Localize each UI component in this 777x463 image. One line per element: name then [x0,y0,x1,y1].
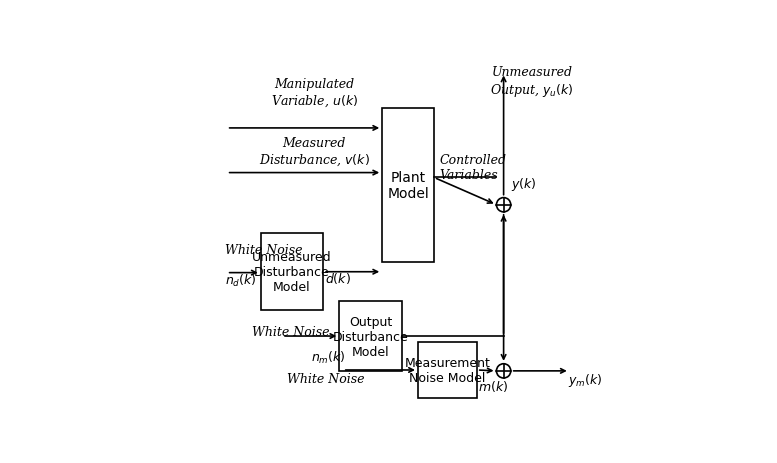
Circle shape [497,198,510,213]
Text: $n_d(k)$: $n_d(k)$ [225,272,256,288]
Circle shape [497,364,510,378]
Text: $d(k)$: $d(k)$ [325,271,351,286]
Bar [418,343,477,398]
Bar [382,109,434,263]
Text: Unmeasured
Disturbance
Model: Unmeasured Disturbance Model [252,250,332,294]
Text: $y(k)$: $y(k)$ [510,175,536,193]
Text: Controlled
Variables: Controlled Variables [439,154,507,182]
Text: Measurement
Noise Model: Measurement Noise Model [404,356,490,384]
Text: Measured
Disturbance, $v(k)$: Measured Disturbance, $v(k)$ [259,137,370,167]
Text: Manipulated
Variable, $u(k)$: Manipulated Variable, $u(k)$ [270,78,357,108]
Text: $m(k)$: $m(k)$ [478,378,508,393]
Text: White Noise: White Noise [252,325,329,338]
Text: Plant
Model: Plant Model [387,171,429,201]
Bar [340,301,402,371]
Bar [260,234,323,311]
Text: Output
Disturbance
Model: Output Disturbance Model [333,315,409,358]
Text: Unmeasured
Output, $y_u(k)$: Unmeasured Output, $y_u(k)$ [490,66,574,99]
Text: $n_m(k)$: $n_m(k)$ [311,349,346,365]
Text: $y_m(k)$: $y_m(k)$ [568,371,602,388]
Text: White Noise: White Noise [287,372,365,385]
Text: White Noise: White Noise [225,244,302,257]
